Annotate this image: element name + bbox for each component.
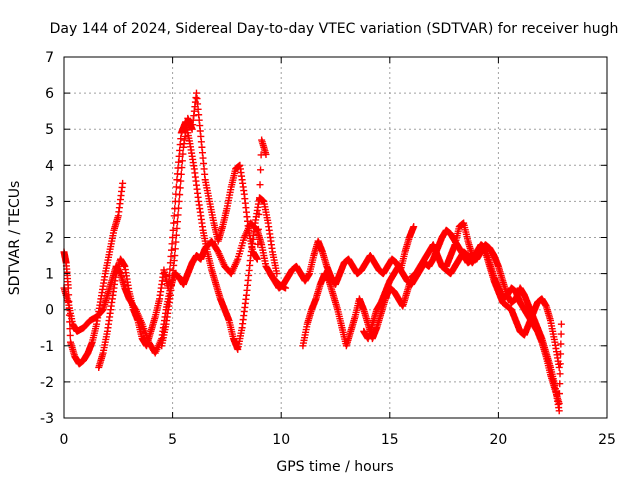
y-axis-label: SDTVAR / TECUs bbox=[7, 181, 23, 296]
y-tick-label: 2 bbox=[45, 231, 54, 247]
series-sat-h bbox=[442, 219, 563, 415]
data-points bbox=[60, 89, 565, 415]
axis-ticks bbox=[63, 56, 608, 419]
data-point-markers bbox=[158, 89, 270, 350]
x-tick-label: 0 bbox=[60, 432, 69, 448]
y-tick-label: -1 bbox=[40, 339, 54, 355]
x-axis-label: GPS time / hours bbox=[276, 459, 393, 475]
x-tick-label: 25 bbox=[598, 432, 616, 448]
data-point-markers bbox=[266, 223, 418, 292]
data-point-markers bbox=[442, 219, 563, 415]
y-tick-labels: -3 -2 -1 0 1 2 3 4 5 6 7 bbox=[40, 50, 54, 427]
x-tick-label: 10 bbox=[272, 432, 290, 448]
data-point-markers bbox=[95, 118, 281, 371]
y-tick-label: -3 bbox=[40, 411, 54, 427]
y-tick-label: 5 bbox=[45, 122, 54, 138]
y-tick-label: -2 bbox=[40, 375, 54, 391]
series-sat-e bbox=[266, 223, 418, 292]
x-tick-labels: 0 5 10 15 20 25 bbox=[60, 432, 616, 448]
y-tick-label: 6 bbox=[45, 86, 54, 102]
x-tick-label: 5 bbox=[168, 432, 177, 448]
y-tick-label: 7 bbox=[45, 50, 54, 66]
y-tick-label: 3 bbox=[45, 194, 54, 210]
y-tick-label: 1 bbox=[45, 267, 54, 283]
y-tick-label: 0 bbox=[45, 303, 54, 319]
series-sat-c bbox=[95, 118, 281, 371]
chart-title: Day 144 of 2024, Sidereal Day-to-day VTE… bbox=[50, 21, 619, 37]
x-tick-label: 20 bbox=[489, 432, 507, 448]
x-tick-label: 15 bbox=[381, 432, 399, 448]
y-tick-label: 4 bbox=[45, 158, 54, 174]
grid-lines bbox=[64, 57, 607, 418]
series-sat-d bbox=[158, 89, 270, 350]
